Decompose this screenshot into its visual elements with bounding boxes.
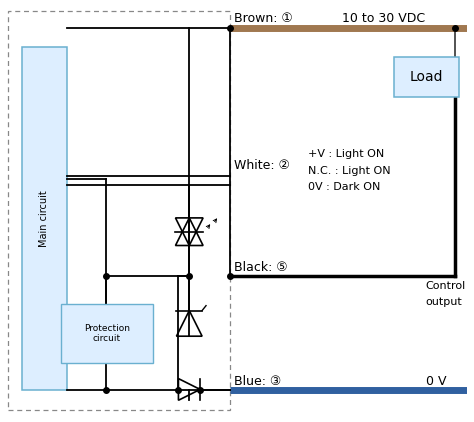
Text: Blue: ③: Blue: ③: [234, 375, 281, 388]
Bar: [394, 57, 459, 97]
Text: White: ②: White: ②: [234, 159, 290, 172]
Text: Control: Control: [426, 281, 466, 291]
Text: Main circuit: Main circuit: [39, 190, 49, 247]
Text: Load: Load: [410, 70, 444, 84]
Text: Protection
circuit: Protection circuit: [84, 324, 130, 343]
Text: output: output: [426, 297, 463, 307]
Text: N.C. : Light ON: N.C. : Light ON: [308, 165, 390, 176]
Text: Brown: ①: Brown: ①: [234, 12, 292, 25]
Text: 0V : Dark ON: 0V : Dark ON: [308, 182, 380, 192]
Text: 10 to 30 VDC: 10 to 30 VDC: [342, 12, 425, 25]
Text: +V : Light ON: +V : Light ON: [308, 149, 384, 159]
Bar: [22, 47, 67, 390]
Bar: [8, 11, 230, 410]
Bar: [61, 304, 153, 363]
Text: 0 V: 0 V: [426, 375, 447, 388]
Text: Black: ⑤: Black: ⑤: [234, 261, 287, 274]
